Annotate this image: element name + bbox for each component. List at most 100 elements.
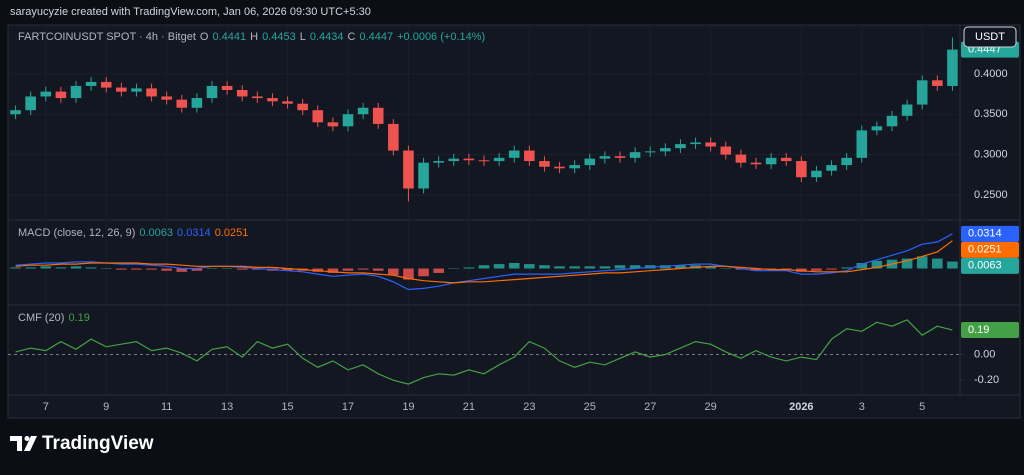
macd-histogram-bar bbox=[116, 268, 127, 270]
candle-body bbox=[765, 157, 777, 165]
ohlc-label: C bbox=[348, 31, 356, 43]
macd-histogram-bar bbox=[629, 265, 641, 269]
candle-body bbox=[947, 49, 958, 86]
candle-body bbox=[161, 96, 172, 100]
candle-body bbox=[644, 151, 656, 153]
macd-histogram-bar bbox=[720, 268, 732, 270]
candle-body bbox=[780, 157, 792, 162]
ohlc-value: 0.4447 bbox=[359, 31, 393, 43]
macd-histogram-bar bbox=[614, 265, 626, 269]
candle-body bbox=[539, 161, 550, 167]
candle-body bbox=[221, 85, 233, 90]
macd-histogram-bar bbox=[448, 268, 460, 270]
macd-histogram-bar bbox=[524, 264, 535, 269]
candle-body bbox=[932, 80, 943, 86]
macd-histogram-bar bbox=[10, 267, 21, 269]
macd-histogram-bar bbox=[871, 260, 883, 269]
candle-body bbox=[25, 96, 36, 111]
macd-value-tag-bg bbox=[961, 257, 1019, 274]
y-tick-label: 0.4000 bbox=[974, 68, 1008, 80]
macd-value-tag: 0.0251 bbox=[968, 244, 1002, 256]
footer-logo-icon bbox=[10, 436, 37, 451]
candle-body bbox=[871, 126, 883, 131]
candle-body bbox=[372, 107, 384, 124]
candle-body bbox=[569, 165, 580, 169]
macd-value-tag: 0.0314 bbox=[968, 228, 1002, 240]
legend-value: 0.0063 bbox=[139, 227, 173, 239]
legend-value: 0.19 bbox=[68, 312, 89, 324]
ohlc-label: L bbox=[300, 31, 306, 43]
candle-body bbox=[478, 160, 490, 162]
candle-body bbox=[614, 156, 626, 158]
macd-histogram-bar bbox=[841, 267, 852, 269]
candle-body bbox=[463, 158, 475, 161]
cmf-line bbox=[15, 319, 953, 385]
candle-body bbox=[191, 98, 203, 108]
y-tick-label: 0.3500 bbox=[974, 108, 1008, 120]
candle-body bbox=[116, 87, 127, 92]
candle-body bbox=[40, 91, 52, 97]
macd-histogram-bar bbox=[70, 266, 82, 269]
candle-body bbox=[388, 123, 399, 151]
candle-body bbox=[901, 104, 913, 116]
candle-body bbox=[675, 144, 686, 149]
x-tick-label: 9 bbox=[103, 401, 109, 413]
candle-body bbox=[327, 122, 339, 127]
candle-body bbox=[584, 158, 596, 166]
candle-body bbox=[916, 80, 928, 105]
x-tick-label: 25 bbox=[584, 401, 596, 413]
macd-histogram-bar bbox=[705, 266, 716, 269]
candle-body bbox=[403, 150, 414, 189]
signal-line bbox=[15, 240, 953, 284]
x-tick-label: 5 bbox=[919, 401, 925, 413]
macd-histogram-bar bbox=[85, 267, 97, 269]
candle-body bbox=[720, 146, 732, 155]
candle-body bbox=[524, 150, 535, 162]
candle-body bbox=[811, 170, 822, 178]
candle-body bbox=[146, 88, 157, 97]
x-tick-label: 2026 bbox=[789, 401, 813, 413]
y-tick-label: -0.20 bbox=[974, 374, 999, 386]
macd-histogram-bar bbox=[282, 268, 293, 271]
x-tick-label: 11 bbox=[161, 401, 172, 413]
candle-body bbox=[342, 114, 354, 127]
candle-body bbox=[886, 115, 898, 127]
macd-histogram-bar bbox=[372, 268, 384, 271]
candle-body bbox=[554, 166, 565, 169]
currency-button[interactable] bbox=[963, 26, 1017, 48]
candle-body bbox=[267, 98, 278, 102]
legend: CMF (20) 0.19 bbox=[18, 312, 90, 324]
chart-area bbox=[7, 24, 1021, 419]
macd-histogram-bar bbox=[176, 268, 188, 272]
ohlc-value: 0.4453 bbox=[262, 31, 296, 43]
candle-body bbox=[448, 158, 460, 162]
macd-histogram-bar bbox=[357, 268, 369, 270]
candle-body bbox=[690, 142, 701, 145]
x-tick-label: 3 bbox=[859, 401, 865, 413]
candle-body bbox=[856, 130, 868, 158]
macd-histogram-bar bbox=[191, 268, 203, 271]
macd-histogram-bar bbox=[131, 268, 142, 270]
macd-histogram-bar bbox=[342, 268, 354, 271]
candle-body bbox=[841, 157, 852, 166]
macd-line bbox=[15, 233, 953, 291]
y-tick-label: 0.3000 bbox=[974, 149, 1008, 161]
legend: MACD (close, 12, 26, 9) 0.0063 0.0314 0.025… bbox=[18, 227, 248, 239]
x-tick-label: 29 bbox=[705, 401, 717, 413]
currency-button-label[interactable]: USDT bbox=[975, 31, 1005, 43]
macd-value-tag: 0.0063 bbox=[968, 260, 1002, 272]
macd-histogram-bar bbox=[856, 263, 868, 269]
legend-value: 0.0251 bbox=[215, 227, 249, 239]
indicator-title: CMF (20) bbox=[18, 312, 64, 324]
x-tick-label: 19 bbox=[402, 401, 414, 413]
macd-histogram-bar bbox=[55, 267, 67, 269]
macd-histogram-bar bbox=[433, 268, 444, 273]
candle-body bbox=[131, 88, 142, 92]
macd-histogram-bar bbox=[146, 268, 157, 270]
macd-histogram-bar bbox=[161, 268, 172, 271]
candle-body bbox=[705, 142, 716, 147]
macd-histogram-bar bbox=[100, 268, 112, 270]
macd-value-tag-bg bbox=[961, 225, 1019, 242]
candle-body bbox=[735, 154, 747, 163]
indicator-title: MACD (close, 12, 26, 9) bbox=[18, 227, 135, 239]
